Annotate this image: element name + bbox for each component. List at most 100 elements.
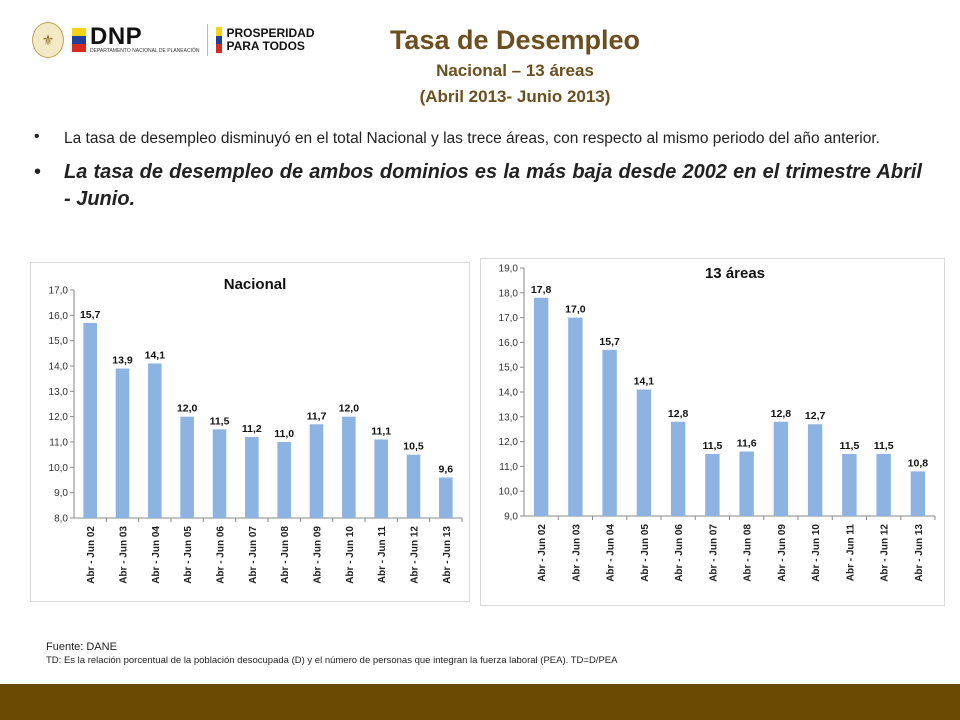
x-tick-label: Abr - Jun 12 xyxy=(880,524,891,582)
x-tick-label: Abr - Jun 12 xyxy=(410,526,421,584)
data-label: 14,1 xyxy=(145,349,166,361)
bullet-item: • La tasa de desempleo disminuyó en el t… xyxy=(34,128,922,149)
bar xyxy=(910,471,926,516)
y-tick-label: 16,0 xyxy=(49,311,69,322)
y-tick-label: 16,0 xyxy=(499,338,519,349)
y-tick-label: 18,0 xyxy=(499,288,519,299)
data-label: 15,7 xyxy=(599,336,620,348)
x-tick-label: Abr - Jun 03 xyxy=(119,526,130,584)
x-tick-label: Abr - Jun 11 xyxy=(377,526,388,584)
bar xyxy=(148,363,162,518)
footer: Fuente: DANE TD: Es la relación porcentu… xyxy=(46,640,617,667)
bar xyxy=(212,429,227,518)
bar xyxy=(842,454,857,516)
y-tick-label: 15,0 xyxy=(499,363,519,374)
slide-title: Tasa de Desempleo xyxy=(389,25,641,55)
data-label: 12,7 xyxy=(805,410,826,422)
data-label: 17,0 xyxy=(565,304,586,316)
bar xyxy=(439,477,453,518)
x-tick-label: Abr - Jun 08 xyxy=(280,526,291,584)
dnp-logo-subtext: DEPARTAMENTO NACIONAL DE PLANEACIÓN xyxy=(90,47,200,54)
x-tick-label: Abr - Jun 06 xyxy=(216,526,227,584)
y-tick-label: 9,0 xyxy=(504,512,518,523)
y-tick-label: 11,0 xyxy=(49,438,68,449)
dnp-logo-text: DNP xyxy=(90,22,143,50)
x-tick-label: Abr - Jun 07 xyxy=(248,526,259,584)
slide-period: (Abril 2013- Junio 2013) xyxy=(419,87,611,106)
bar xyxy=(406,454,421,518)
bullet-text-1: La tasa de desempleo disminuyó en el tot… xyxy=(64,130,880,147)
x-tick-label: Abr - Jun 13 xyxy=(914,524,925,582)
y-tick-label: 14,0 xyxy=(49,362,69,373)
y-tick-label: 17,0 xyxy=(49,286,69,297)
y-tick-label: 8,0 xyxy=(54,514,68,525)
bullet-dot-icon: • xyxy=(34,128,40,145)
data-label: 11,5 xyxy=(210,415,230,427)
coat-of-arms-icon: ⚜ xyxy=(32,22,64,58)
data-label: 15,7 xyxy=(80,309,101,321)
x-tick-label: Abr - Jun 03 xyxy=(571,524,582,582)
bar xyxy=(245,436,259,518)
logo-divider xyxy=(207,24,209,56)
bar xyxy=(115,368,130,518)
y-tick-label: 17,0 xyxy=(499,313,519,324)
bottom-bar xyxy=(0,684,960,720)
bullet-item: • La tasa de desempleo de ambos dominios… xyxy=(34,149,922,213)
data-label: 11,5 xyxy=(702,440,722,452)
x-tick-label: Abr - Jun 04 xyxy=(606,524,617,582)
data-label: 11,2 xyxy=(242,423,262,435)
x-tick-label: Abr - Jun 06 xyxy=(674,524,685,582)
y-tick-label: 14,0 xyxy=(499,388,519,399)
data-label: 12,8 xyxy=(668,408,689,420)
x-tick-label: Abr - Jun 11 xyxy=(845,524,856,582)
bar xyxy=(342,416,356,518)
x-tick-label: Abr - Jun 10 xyxy=(345,526,356,584)
y-tick-label: 10,0 xyxy=(499,487,519,498)
prosperidad-logo: PROSPERIDAD PARA TODOS xyxy=(216,26,315,54)
bar xyxy=(83,322,97,518)
data-label: 10,5 xyxy=(403,441,424,453)
x-tick-label: Abr - Jun 09 xyxy=(777,524,788,582)
data-label: 12,0 xyxy=(177,403,198,415)
y-tick-label: 19,0 xyxy=(499,264,519,275)
bar xyxy=(533,297,549,516)
x-tick-label: Abr - Jun 10 xyxy=(811,524,822,582)
data-label: 11,0 xyxy=(274,428,294,440)
data-label: 11,5 xyxy=(839,440,859,452)
bar xyxy=(374,439,388,518)
x-tick-label: Abr - Jun 08 xyxy=(743,524,754,582)
colombia-flag-icon xyxy=(72,28,86,52)
logo-group: ⚜ DNP DEPARTAMENTO NACIONAL DE PLANEACIÓ… xyxy=(32,22,314,58)
slide-header: Tasa de Desempleo Nacional – 13 áreas (A… xyxy=(0,22,960,108)
prosperidad-flag-icon xyxy=(216,27,223,54)
data-label: 17,8 xyxy=(531,284,552,296)
bar xyxy=(602,349,617,516)
x-tick-label: Abr - Jun 02 xyxy=(86,526,97,584)
data-label: 11,1 xyxy=(371,425,391,437)
bar xyxy=(705,454,720,516)
data-label: 11,7 xyxy=(307,410,327,422)
chart-frame xyxy=(30,262,470,602)
bullet-dot-icon: • xyxy=(34,161,42,183)
x-tick-label: Abr - Jun 07 xyxy=(708,524,719,582)
bullet-text-2: La tasa de desempleo de ambos dominios e… xyxy=(64,161,922,210)
y-tick-label: 13,0 xyxy=(49,387,69,398)
x-tick-label: Abr - Jun 05 xyxy=(640,524,651,582)
y-tick-label: 11,0 xyxy=(499,462,518,473)
bar xyxy=(568,317,583,516)
y-tick-label: 10,0 xyxy=(49,463,69,474)
data-label: 9,6 xyxy=(439,463,454,475)
data-label: 13,9 xyxy=(112,355,133,367)
bar xyxy=(876,454,891,516)
prosperidad-line1: PROSPERIDAD xyxy=(226,26,315,40)
y-tick-label: 9,0 xyxy=(54,488,68,499)
x-tick-label: Abr - Jun 05 xyxy=(183,526,194,584)
bar xyxy=(773,421,789,516)
bar xyxy=(807,424,823,516)
y-tick-label: 12,0 xyxy=(499,437,519,448)
data-label: 14,1 xyxy=(634,376,655,388)
x-tick-label: Abr - Jun 13 xyxy=(442,526,453,584)
bar xyxy=(670,421,686,516)
bar xyxy=(309,424,324,518)
chart-title: Nacional xyxy=(224,276,287,293)
